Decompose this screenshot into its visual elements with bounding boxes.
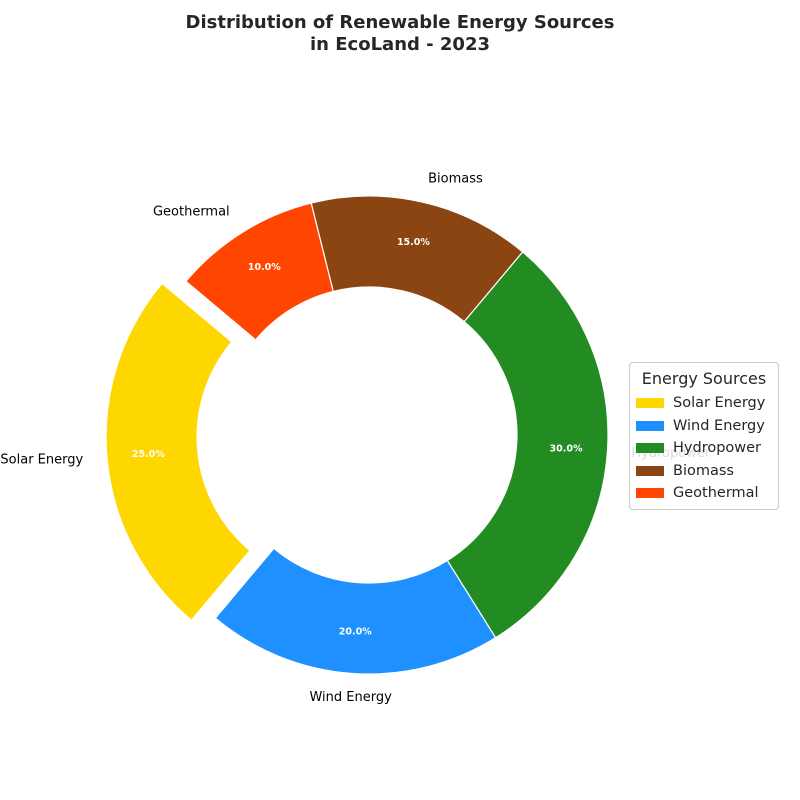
- slice-wind-energy: [214, 547, 497, 675]
- legend-swatch: [636, 465, 664, 476]
- category-label-geothermal: Geothermal: [153, 205, 230, 220]
- legend-item-biomass: Biomass: [630, 460, 778, 483]
- legend-swatch: [636, 488, 664, 499]
- legend-label: Wind Energy: [673, 417, 765, 434]
- legend-label: Hydropower: [673, 440, 762, 457]
- legend-swatch: [636, 398, 664, 409]
- legend-label: Solar Energy: [673, 395, 766, 412]
- legend-swatch: [636, 420, 664, 431]
- legend-swatch: [636, 443, 664, 454]
- legend-item-wind-energy: Wind Energy: [630, 415, 778, 438]
- slice-hydropower: [446, 251, 609, 639]
- legend-title: Energy Sources: [641, 369, 767, 388]
- legend-label: Biomass: [673, 462, 734, 479]
- percent-label-geothermal: 10.0%: [248, 262, 281, 273]
- legend-items: Solar Energy Wind Energy Hydropower Biomass…: [630, 392, 778, 505]
- percent-label-solar-energy: 25.0%: [132, 449, 165, 460]
- percent-label-hydropower: 30.0%: [550, 443, 583, 454]
- category-label-solar-energy: Solar Energy: [0, 453, 83, 468]
- legend: Energy Sources Solar Energy Wind Energy Hy…: [629, 362, 779, 510]
- legend-item-hydropower: Hydropower: [630, 437, 778, 460]
- legend-item-solar-energy: Solar Energy: [630, 392, 778, 415]
- chart-title: Distribution of Renewable Energy Sources…: [185, 12, 615, 55]
- legend-item-geothermal: Geothermal: [630, 482, 778, 505]
- percent-label-biomass: 15.0%: [397, 237, 430, 248]
- category-label-biomass: Biomass: [428, 171, 483, 186]
- legend-label: Geothermal: [673, 485, 759, 502]
- slice-geothermal: [185, 202, 334, 341]
- percent-label-wind-energy: 20.0%: [339, 627, 372, 638]
- category-label-wind-energy: Wind Energy: [309, 690, 392, 705]
- slice-solar-energy: [105, 282, 251, 622]
